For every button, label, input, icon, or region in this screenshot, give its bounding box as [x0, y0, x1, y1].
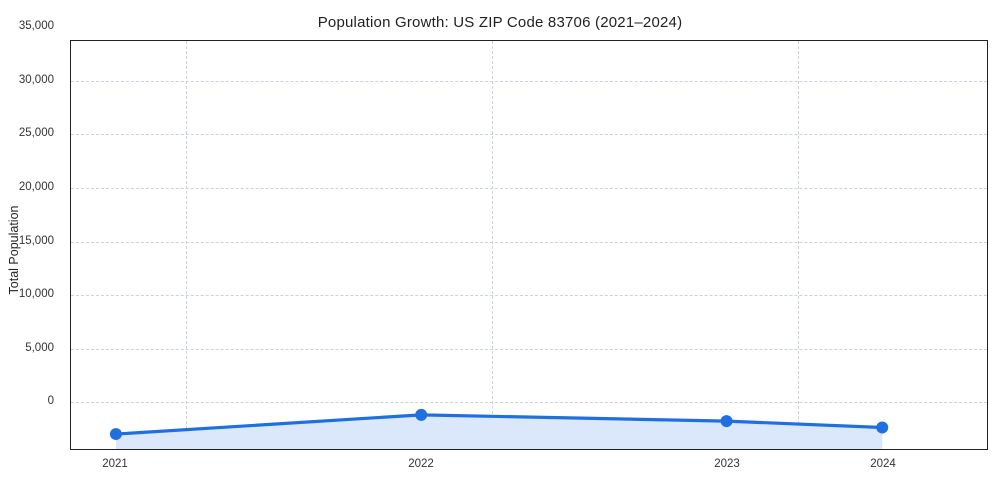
ytick-label: 25,000: [19, 127, 54, 139]
ytick-label: 0: [48, 395, 54, 407]
ytick-label: 30,000: [19, 74, 54, 86]
ytick-label: 10,000: [19, 288, 54, 300]
chart-container: Population Growth: US ZIP Code 83706 (20…: [0, 0, 1000, 500]
xtick-label[interactable]: 2021: [102, 458, 128, 470]
x-axis-ticks: 2021 2022 2023 2024: [70, 452, 988, 482]
xtick-label[interactable]: 2022: [408, 458, 434, 470]
ytick-label: 5,000: [25, 342, 54, 354]
data-point[interactable]: [876, 422, 888, 434]
xtick-label[interactable]: 2023: [714, 458, 740, 470]
ytick-label: 35,000: [19, 20, 54, 32]
data-point[interactable]: [110, 428, 122, 440]
plot-area: [70, 40, 988, 450]
chart-title: Population Growth: US ZIP Code 83706 (20…: [0, 14, 1000, 31]
xtick-label[interactable]: 2024: [870, 458, 896, 470]
area-fill: [116, 415, 882, 449]
y-axis-ticks: 0 5,000 10,000 15,000 20,000 25,000 30,0…: [0, 40, 62, 450]
data-point[interactable]: [415, 409, 427, 421]
ytick-label: 20,000: [19, 181, 54, 193]
data-point[interactable]: [721, 415, 733, 427]
ytick-label: 15,000: [19, 235, 54, 247]
line-chart-svg: [71, 41, 987, 449]
